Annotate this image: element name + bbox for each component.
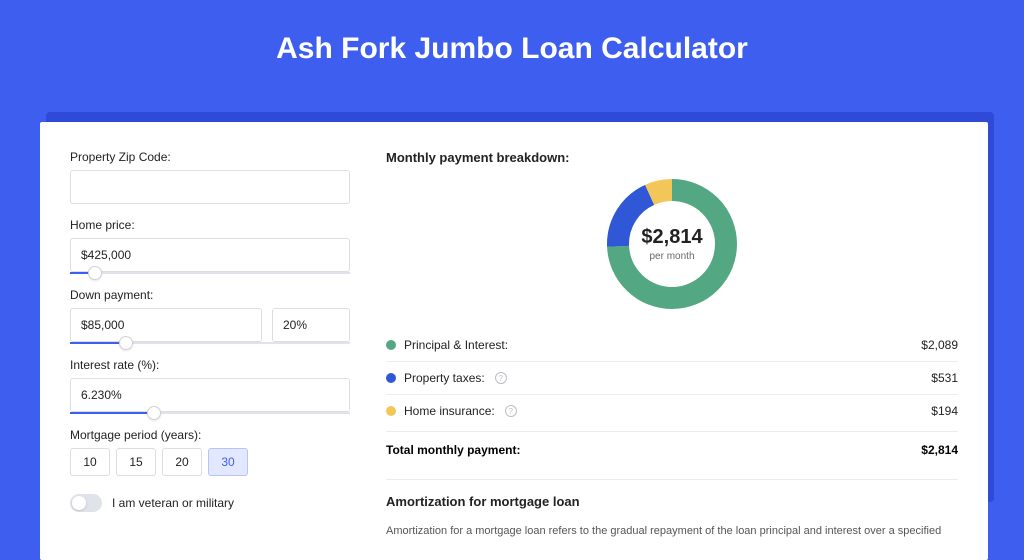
legend-dot-icon [386, 406, 396, 416]
info-icon[interactable]: ? [495, 372, 507, 384]
legend-left: Property taxes:? [386, 371, 507, 385]
legend-label: Property taxes: [404, 371, 485, 385]
total-value: $2,814 [921, 443, 958, 457]
period-option-20[interactable]: 20 [162, 448, 202, 476]
interest-rate-slider-thumb[interactable] [147, 406, 161, 420]
legend-dot-icon [386, 373, 396, 383]
home-price-slider[interactable] [70, 272, 350, 274]
home-price-slider-thumb[interactable] [88, 266, 102, 280]
legend-label: Principal & Interest: [404, 338, 508, 352]
period-option-15[interactable]: 15 [116, 448, 156, 476]
legend-dot-icon [386, 340, 396, 350]
legend-row: Principal & Interest: $2,089 [386, 329, 958, 361]
total-label: Total monthly payment: [386, 443, 520, 457]
legend-row: Home insurance:? $194 [386, 394, 958, 427]
breakdown-column: Monthly payment breakdown: $2,814 per mo… [386, 150, 958, 540]
donut-center: $2,814 per month [607, 179, 737, 309]
veteran-toggle[interactable] [70, 494, 102, 512]
legend-row: Property taxes:? $531 [386, 361, 958, 394]
mortgage-period-label: Mortgage period (years): [70, 428, 350, 442]
zip-input[interactable] [70, 170, 350, 204]
mortgage-period-field: Mortgage period (years): 10152030 [70, 428, 350, 476]
veteran-toggle-knob [72, 496, 86, 510]
donut-center-value: $2,814 [641, 226, 702, 249]
interest-rate-input[interactable] [70, 378, 350, 412]
down-payment-label: Down payment: [70, 288, 350, 302]
amortization-heading: Amortization for mortgage loan [386, 494, 958, 509]
down-payment-field: Down payment: [70, 288, 350, 344]
interest-rate-field: Interest rate (%): [70, 358, 350, 414]
home-price-input[interactable] [70, 238, 350, 272]
interest-rate-label: Interest rate (%): [70, 358, 350, 372]
legend-value: $2,089 [921, 338, 958, 352]
down-payment-slider-thumb[interactable] [119, 336, 133, 350]
down-payment-slider[interactable] [70, 342, 350, 344]
legend-label: Home insurance: [404, 404, 495, 418]
down-payment-input[interactable] [70, 308, 262, 342]
down-payment-slider-fill [70, 342, 126, 344]
period-option-10[interactable]: 10 [70, 448, 110, 476]
info-icon[interactable]: ? [505, 405, 517, 417]
breakdown-heading: Monthly payment breakdown: [386, 150, 958, 165]
interest-rate-slider-fill [70, 412, 154, 414]
legend-value: $194 [931, 404, 958, 418]
zip-field: Property Zip Code: [70, 150, 350, 204]
veteran-toggle-row: I am veteran or military [70, 494, 350, 512]
total-row: Total monthly payment: $2,814 [386, 431, 958, 471]
amortization-text: Amortization for a mortgage loan refers … [386, 523, 958, 540]
calculator-card: Property Zip Code: Home price: Down paym… [40, 122, 988, 560]
amortization-section: Amortization for mortgage loan Amortizat… [386, 479, 958, 540]
payment-donut-chart: $2,814 per month [607, 179, 737, 309]
form-column: Property Zip Code: Home price: Down paym… [70, 150, 350, 540]
legend-left: Principal & Interest: [386, 338, 508, 352]
home-price-label: Home price: [70, 218, 350, 232]
page-title: Ash Fork Jumbo Loan Calculator [0, 0, 1024, 90]
down-payment-pct-input[interactable] [272, 308, 350, 342]
home-price-field: Home price: [70, 218, 350, 274]
donut-container: $2,814 per month [386, 179, 958, 309]
donut-center-sub: per month [649, 251, 694, 262]
legend-value: $531 [931, 371, 958, 385]
period-option-30[interactable]: 30 [208, 448, 248, 476]
veteran-toggle-label: I am veteran or military [112, 496, 234, 510]
zip-label: Property Zip Code: [70, 150, 350, 164]
interest-rate-slider[interactable] [70, 412, 350, 414]
period-options: 10152030 [70, 448, 350, 476]
legend-left: Home insurance:? [386, 404, 517, 418]
